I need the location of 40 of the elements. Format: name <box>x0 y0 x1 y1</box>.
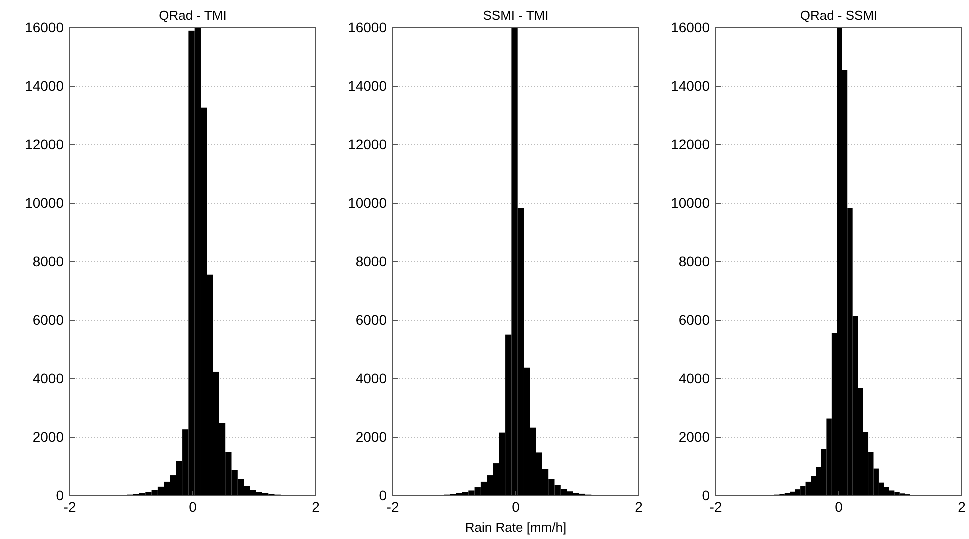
x-tick-label: -2 <box>710 498 722 515</box>
y-tick-label: 0 <box>702 487 710 504</box>
y-tick-label: 16000 <box>25 19 64 36</box>
y-tick-label: 10000 <box>25 194 64 211</box>
y-tick-label: 6000 <box>356 312 388 328</box>
y-tick-label: 0 <box>56 487 64 504</box>
y-tick-label: 2000 <box>678 428 710 445</box>
y-tick-label: 8000 <box>678 253 710 270</box>
x-tick-label: 2 <box>958 498 966 515</box>
x-axis-title: Rain Rate [mm/h] <box>465 520 567 535</box>
y-tick-label: 2000 <box>32 428 64 445</box>
x-tick-label: -2 <box>386 498 400 515</box>
y-tick-label: 10000 <box>671 194 710 211</box>
y-tick-label: 14000 <box>671 78 710 94</box>
y-tick-label: 12000 <box>671 136 710 152</box>
y-tick-label: 10000 <box>348 194 388 211</box>
y-tick-label: 2000 <box>356 428 388 445</box>
y-tick-label: 0 <box>379 487 388 504</box>
y-tick-label: 4000 <box>356 370 388 386</box>
y-tick-label: 4000 <box>32 370 64 386</box>
x-tick-label: 0 <box>189 498 198 515</box>
x-tick-label: 2 <box>312 498 320 515</box>
y-tick-label: 6000 <box>32 312 64 328</box>
y-tick-label: 16000 <box>348 19 388 36</box>
x-tick-label: 2 <box>635 498 644 515</box>
y-tick-label: 8000 <box>32 253 64 270</box>
chart-title: QRad - TMI <box>159 8 227 23</box>
chart-title: QRad - SSMI <box>800 8 878 23</box>
y-tick-label: 16000 <box>671 19 710 36</box>
y-tick-label: 14000 <box>348 78 388 94</box>
y-tick-label: 6000 <box>678 312 710 328</box>
y-tick-label: 4000 <box>678 370 710 386</box>
y-tick-label: 12000 <box>25 136 64 152</box>
x-tick-label: 0 <box>512 498 520 515</box>
x-tick-label: 0 <box>835 498 844 515</box>
x-tick-label: -2 <box>64 498 76 515</box>
y-tick-label: 8000 <box>356 253 388 270</box>
y-tick-label: 12000 <box>348 136 388 152</box>
y-tick-label: 14000 <box>25 78 64 94</box>
chart-title: SSMI - TMI <box>483 8 549 23</box>
